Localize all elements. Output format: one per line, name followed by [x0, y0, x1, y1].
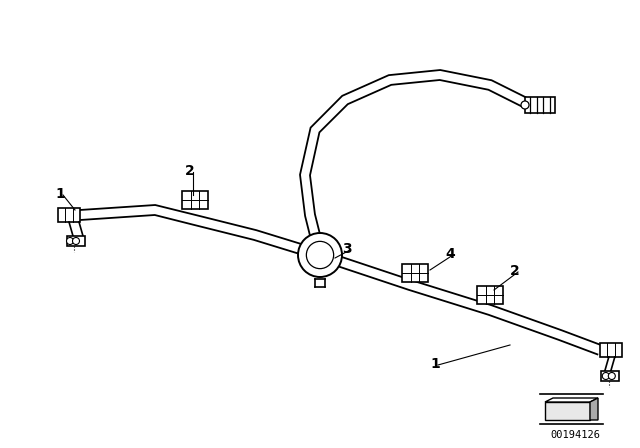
Polygon shape — [545, 398, 598, 402]
Bar — [525, 97, 555, 113]
Bar — [67, 236, 85, 246]
Text: 00194126: 00194126 — [550, 430, 600, 440]
Bar — [600, 343, 622, 357]
Text: 1: 1 — [430, 357, 440, 371]
Circle shape — [521, 101, 529, 109]
Text: 2: 2 — [185, 164, 195, 178]
Bar — [182, 191, 208, 209]
Text: 3: 3 — [342, 242, 351, 256]
Bar — [601, 371, 619, 381]
Circle shape — [602, 372, 609, 379]
Text: 2: 2 — [510, 264, 520, 278]
Circle shape — [298, 233, 342, 277]
Polygon shape — [545, 402, 590, 420]
Circle shape — [67, 237, 74, 245]
Polygon shape — [590, 398, 598, 420]
Bar — [402, 264, 428, 282]
Text: 1: 1 — [55, 187, 65, 201]
Bar — [477, 286, 503, 304]
Circle shape — [307, 241, 333, 269]
Circle shape — [72, 237, 79, 245]
Circle shape — [608, 372, 615, 379]
Text: 4: 4 — [445, 247, 455, 261]
Bar — [58, 208, 80, 222]
